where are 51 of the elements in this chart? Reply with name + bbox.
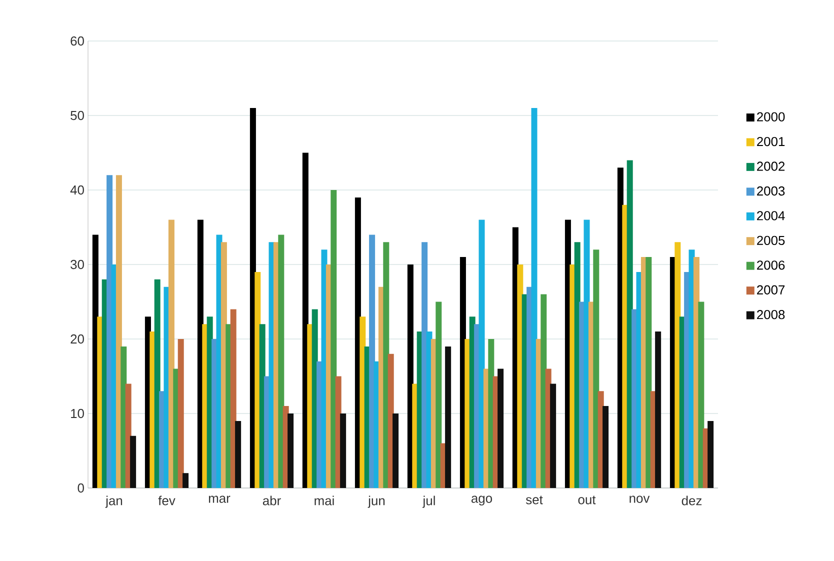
- bar: [698, 302, 704, 488]
- bar: [531, 108, 538, 488]
- legend-label: 2003: [757, 186, 785, 196]
- legend-label: 2008: [757, 310, 785, 320]
- legend-label: 2004: [757, 211, 785, 220]
- bar: [288, 414, 294, 488]
- x-tick-label: nov: [630, 496, 650, 503]
- bar: [230, 309, 236, 488]
- x-tick-label: jun: [368, 496, 385, 508]
- bar: [182, 473, 189, 488]
- legend-label: 2000: [757, 112, 785, 122]
- legend-label: 2002: [757, 162, 785, 171]
- y-tick-label: 0: [78, 483, 84, 493]
- x-tick-label: out: [578, 496, 596, 504]
- bar: [330, 190, 337, 488]
- y-tick-label: 50: [70, 110, 84, 120]
- y-tick-label: 40: [70, 185, 84, 195]
- bar: [498, 368, 504, 488]
- x-tick-label: ago: [472, 496, 492, 506]
- bar: [593, 250, 600, 488]
- bar: [392, 414, 399, 488]
- legend-label: 2006: [757, 260, 785, 270]
- bar: [235, 420, 242, 488]
- x-tick-label: jul: [422, 496, 435, 508]
- x-tick-label: fev: [158, 496, 176, 506]
- legend-label: 2007: [757, 285, 785, 294]
- bar: [655, 332, 662, 488]
- y-tick-label: 60: [70, 36, 84, 46]
- x-tick-label: abr: [262, 496, 281, 506]
- legend-label: 2005: [757, 236, 785, 246]
- bar: [130, 436, 136, 488]
- bar: [445, 346, 452, 488]
- x-tick-label: mar: [208, 496, 230, 503]
- bar: [436, 302, 442, 488]
- bar: [646, 257, 652, 488]
- x-tick-label: set: [526, 496, 543, 504]
- bar: [278, 234, 284, 488]
- x-tick-label: jan: [105, 496, 122, 508]
- x-tick-label: dez: [682, 496, 702, 506]
- bar: [178, 339, 184, 488]
- legend-label: 2001: [757, 136, 785, 146]
- bar: [340, 414, 346, 488]
- bar: [369, 234, 376, 488]
- x-tick-label: mai: [314, 496, 334, 506]
- bar: [708, 420, 714, 488]
- bar: [602, 406, 609, 488]
- bar: [383, 242, 390, 488]
- y-tick-label: 10: [71, 408, 84, 418]
- bar: [550, 384, 556, 488]
- y-tick-label: 20: [70, 334, 84, 344]
- y-tick-label: 30: [70, 260, 84, 270]
